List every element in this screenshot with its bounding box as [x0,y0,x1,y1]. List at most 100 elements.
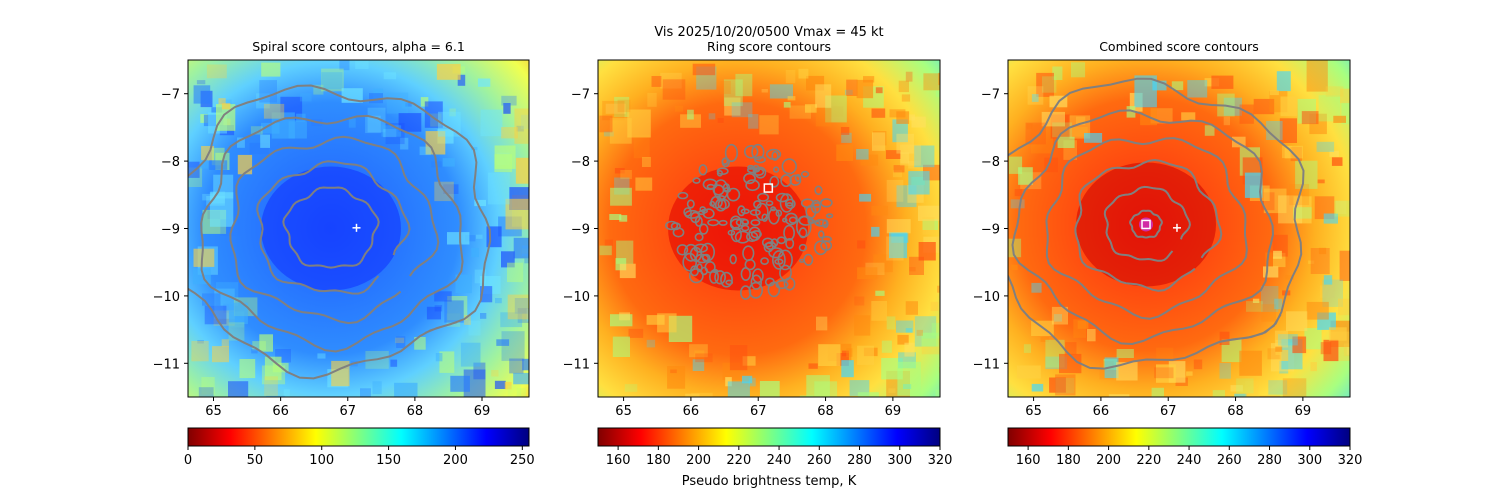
contour-line [821,219,829,229]
contour-line [820,198,833,208]
contour-line [821,235,833,243]
contour-line [714,270,726,285]
contour-line [1011,109,1275,346]
contour-line [750,274,762,290]
colorbar-tick-label: 320 [1338,453,1363,468]
contour-line [752,268,764,284]
contour-line [692,177,701,184]
y-tick-label: −9 [571,223,590,238]
contour-line [749,209,761,216]
contour-line [716,167,729,175]
colorbar-tick-label: 280 [847,453,872,468]
x-tick-label: 69 [474,404,491,419]
ring-center-square-marker [763,183,774,193]
y-tick-label: −8 [571,155,590,170]
colorbar-tick-label: 50 [247,453,264,468]
panel-2: Ring score contours 65 66 67 68 69 −7 −8 −9 −10 −1… [563,39,953,489]
y-tick-label: −9 [161,223,180,238]
center-plus-marker [1172,223,1181,232]
colorbar-tick-label: 180 [1056,453,1081,468]
contour-line [723,187,732,193]
contour-line [1008,77,1305,370]
x-tick-label: 67 [1160,404,1177,419]
x-tick-label: 66 [1093,404,1110,419]
contour-line [772,250,786,270]
contour-line [664,220,679,231]
contour-line [765,241,777,250]
contour-line [745,179,760,192]
suptitle: Vis 2025/10/20/0500 Vmax = 45 kt [654,25,883,40]
x-tick-label: 67 [750,404,767,419]
contour-line [785,238,795,250]
contour-line [200,114,464,353]
contour-line [720,271,733,288]
contour-line [765,148,782,160]
contour-line [698,164,708,176]
contour-line [682,252,698,272]
contours [664,143,834,300]
contour-line [676,244,689,256]
heatmap-image [1008,60,1350,397]
contour-line [729,254,737,265]
contour-line [742,245,755,262]
y-tick-label: −7 [981,88,1000,103]
panel-title: Combined score contours [1099,39,1259,54]
contour-line [743,145,759,159]
y-tick-label: −7 [161,88,180,103]
contour-line [800,170,810,178]
colorbar-tick-label: 100 [309,453,334,468]
heatmap-image [598,60,940,397]
colorbar-tick-label: 200 [686,453,711,468]
contour-line [784,212,798,226]
combined-center-marker [1139,217,1154,232]
contour-line [694,232,704,242]
colorbar-tick-label: 220 [726,453,751,468]
colorbar-tick-label: 260 [1217,453,1242,468]
x-tick-label: 68 [407,404,424,419]
contour-line [1074,158,1223,292]
contour-line [743,172,756,185]
contour-line [781,158,797,175]
x-tick-label: 69 [1295,404,1312,419]
x-tick-label: 65 [205,404,222,419]
contour-line [786,202,793,207]
y-tick-label: −11 [973,357,1000,372]
contour-line [750,230,762,239]
contour-line [775,192,789,203]
contour-line [757,192,770,202]
contour-line [800,198,815,208]
contour-line [807,218,816,225]
y-tick-label: −8 [161,155,180,170]
colorbar-tick-label: 240 [767,453,792,468]
colorbar-tick-label: 160 [1016,453,1041,468]
contour-line [716,170,724,177]
contour-line [707,219,720,227]
colorbar-tick-label: 300 [887,453,912,468]
contour-line [780,174,792,188]
contour-line [747,166,758,174]
colorbar-tick-label: 200 [443,453,468,468]
contour-line [698,223,709,235]
contour-line [783,277,796,291]
x-tick-label: 66 [272,404,289,419]
x-tick-label: 69 [885,404,902,419]
contour-line [814,220,821,226]
x-tick-label: 65 [1025,404,1042,419]
contour-line [693,243,708,253]
contour-line [769,175,780,188]
contour-line [794,173,802,182]
contour-line [814,185,823,196]
contour-line [690,211,701,224]
x-tick-label: 65 [615,404,632,419]
contour-line [825,213,834,219]
contour-line [256,160,411,295]
colorbar-tick-label: 180 [646,453,671,468]
contour-line [771,150,779,161]
contour-line [688,268,704,284]
colorbar-tick-label: 250 [510,453,535,468]
x-tick-label: 68 [1227,404,1244,419]
contour-line [754,156,766,164]
contour-line [760,257,769,265]
contour-line [798,243,808,252]
